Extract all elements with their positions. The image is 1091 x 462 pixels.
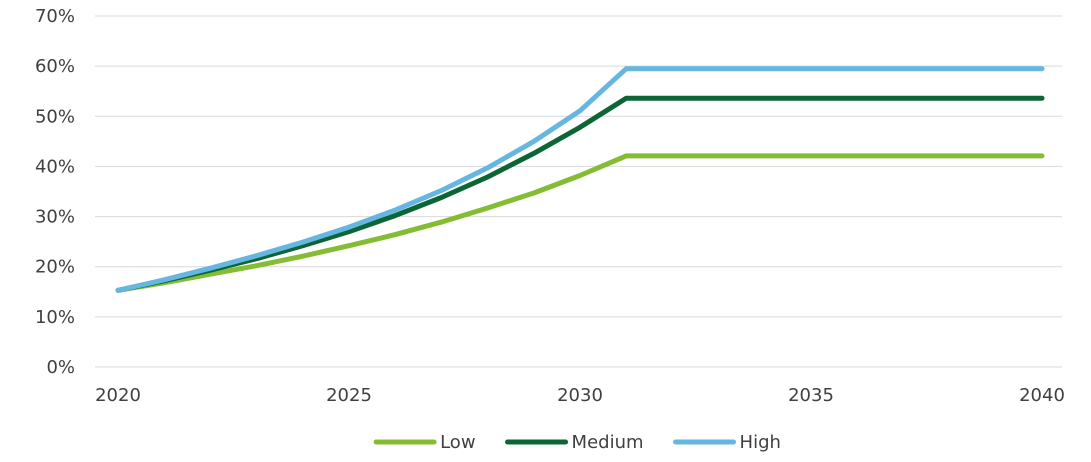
y-tick-label: 20% [35,257,75,278]
y-tick-label: 10% [35,307,75,328]
legend-label: Medium [572,432,644,453]
x-axis: 2020 2025 2030 2035 2040 [95,385,1065,406]
x-tick-label: 2020 [95,385,141,406]
legend-label: High [740,432,781,453]
legend-label: Low [440,432,475,453]
legend-item-medium: Medium [505,432,644,453]
series-lines [115,66,1045,293]
series-line-low [115,153,1045,293]
legend-item-low: Low [373,432,476,453]
y-tick-label: 50% [35,106,75,127]
y-tick-label: 0% [46,357,75,378]
legend: Low Medium High [373,432,781,453]
y-tick-label: 40% [35,156,75,177]
x-tick-label: 2025 [326,385,372,406]
series-line-medium [115,95,1045,293]
x-tick-label: 2040 [1019,385,1065,406]
legend-item-high: High [673,432,781,453]
x-tick-label: 2030 [557,385,603,406]
x-tick-label: 2035 [788,385,834,406]
series-line-high [115,66,1045,293]
y-axis: 0% 10% 20% 30% 40% 50% 60% 70% [35,6,75,378]
y-tick-label: 60% [35,56,75,77]
y-tick-label: 30% [35,207,75,228]
y-tick-label: 70% [35,6,75,27]
